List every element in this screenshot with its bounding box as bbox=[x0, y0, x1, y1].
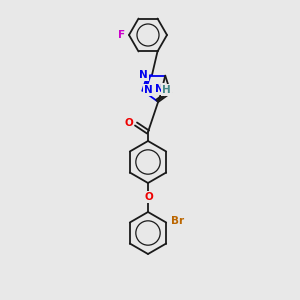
Text: N: N bbox=[144, 85, 153, 95]
Text: N: N bbox=[144, 85, 153, 95]
Text: O: O bbox=[124, 118, 134, 128]
Text: N: N bbox=[155, 84, 164, 94]
Text: N: N bbox=[140, 70, 148, 80]
Text: Br: Br bbox=[171, 217, 184, 226]
Text: O: O bbox=[124, 118, 134, 128]
Text: H: H bbox=[163, 85, 169, 94]
Text: F: F bbox=[118, 30, 126, 40]
Text: H: H bbox=[162, 85, 171, 95]
Text: F: F bbox=[118, 30, 126, 40]
Text: O: O bbox=[145, 192, 153, 202]
Text: N: N bbox=[155, 84, 164, 94]
Text: Br: Br bbox=[171, 217, 184, 226]
Text: N: N bbox=[140, 70, 148, 80]
Text: O: O bbox=[145, 192, 153, 202]
